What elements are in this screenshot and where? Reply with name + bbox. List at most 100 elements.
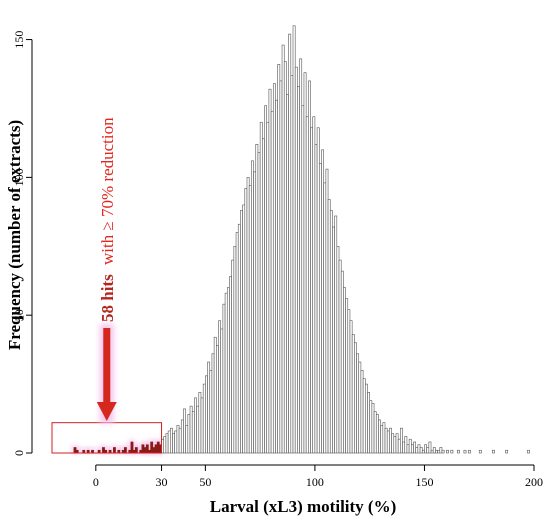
- x-axis-label: Larval (xL3) motility (%): [210, 497, 397, 516]
- histogram-bar: [417, 444, 421, 454]
- histogram-bar: [251, 160, 254, 454]
- highlight-bar: [130, 441, 134, 454]
- annotation-hits: 58 hits: [98, 274, 117, 322]
- x-tick-label: 50: [199, 475, 211, 489]
- histogram-bar: [224, 292, 228, 454]
- histogram-bar: [288, 33, 292, 454]
- histogram-bar: [202, 383, 206, 454]
- histogram-bar: [290, 75, 294, 454]
- histogram-bar: [316, 127, 320, 454]
- histogram-bar: [375, 414, 379, 454]
- histogram-bar: [345, 298, 349, 454]
- histogram-bar: [216, 345, 219, 454]
- histogram-bar: [404, 436, 408, 454]
- highlight-bar: [156, 441, 160, 454]
- histogram-bar: [259, 121, 263, 454]
- histogram-bar: [492, 449, 495, 454]
- histogram-bar: [406, 444, 410, 454]
- histogram-bar: [174, 430, 178, 454]
- histogram-bar: [286, 94, 289, 454]
- y-ticks: 0 50 100 150: [12, 31, 32, 456]
- histogram-bar: [338, 259, 342, 454]
- histogram-bar: [323, 182, 327, 454]
- x-tick-label: 0: [93, 475, 99, 489]
- histogram-bar: [391, 433, 395, 454]
- histogram-bar: [402, 441, 406, 454]
- histogram-bar: [356, 353, 360, 454]
- histogram-bar: [170, 427, 173, 454]
- histogram-bar: [478, 449, 482, 454]
- highlight-bar: [102, 447, 105, 454]
- histogram-bar: [279, 80, 283, 454]
- histogram-bar: [430, 449, 434, 454]
- histogram-bar: [380, 425, 384, 454]
- histogram-bar: [183, 408, 186, 454]
- histogram-bar: [360, 370, 364, 454]
- highlight-bar: [73, 447, 77, 454]
- histogram-bar: [176, 425, 180, 454]
- histogram-bar: [347, 309, 351, 454]
- histogram-bar: [233, 245, 237, 454]
- histogram-bar: [167, 430, 171, 454]
- histogram-bar: [231, 259, 235, 454]
- x-axis: 0 30 50 100 150 200: [93, 464, 543, 489]
- histogram-bar: [220, 328, 224, 454]
- y-axis: 0 50 100 150: [12, 31, 33, 456]
- x-tick-label: 100: [306, 475, 324, 489]
- histogram-bar: [351, 334, 355, 454]
- histogram-bar: [218, 320, 222, 454]
- histogram-bar: [400, 427, 403, 454]
- histogram-bar: [235, 232, 239, 454]
- y-tick-label: 0: [12, 450, 26, 456]
- histogram-bar: [255, 144, 259, 454]
- histogram-bar: [378, 419, 381, 454]
- histogram-bar: [240, 210, 243, 454]
- x-tick-label: 150: [415, 475, 433, 489]
- histogram-bar: [389, 427, 392, 454]
- histogram-bar: [413, 441, 416, 454]
- histogram-bar: [213, 336, 217, 454]
- histogram-bar: [253, 171, 257, 454]
- histogram-bar: [450, 449, 454, 454]
- histogram-bar: [222, 303, 226, 454]
- histogram-bar: [321, 149, 324, 454]
- annotation: 58 hits with ≥ 70% reduction: [96, 117, 117, 423]
- highlight-bar: [143, 447, 147, 454]
- histogram-bar: [505, 449, 509, 454]
- histogram-bar: [229, 276, 232, 454]
- histogram-bar: [457, 449, 460, 454]
- histogram-bar: [189, 405, 193, 454]
- histogram-bar: [358, 361, 362, 454]
- histogram-bar: [369, 400, 373, 454]
- histogram-bar: [268, 88, 272, 454]
- histogram-bar: [196, 405, 200, 454]
- histogram-bar: [264, 105, 268, 454]
- annotation-reduction: with ≥ 70% reduction: [98, 117, 117, 265]
- histogram-bar: [275, 99, 278, 454]
- histogram-bar: [277, 64, 281, 454]
- histogram-bar: [467, 449, 471, 454]
- histogram-bar: [397, 438, 401, 454]
- histogram-bar: [441, 449, 445, 454]
- histogram-bar: [424, 444, 427, 454]
- annotation-arrow-head: [96, 402, 117, 421]
- histogram-bar: [163, 436, 167, 454]
- histogram-bar: [362, 378, 366, 454]
- histogram-bar: [207, 361, 211, 454]
- histogram-bar: [301, 105, 305, 454]
- histogram-bar: [194, 397, 197, 454]
- histogram-bar: [336, 245, 340, 454]
- histogram-bar: [421, 449, 425, 454]
- histogram-bar: [411, 444, 414, 454]
- histogram-bar: [283, 61, 287, 454]
- histogram-bar: [432, 447, 436, 454]
- histogram-bar: [305, 116, 309, 454]
- histogram-bar: [187, 414, 191, 454]
- histogram-bar: [437, 449, 441, 454]
- histogram-bar: [178, 427, 182, 454]
- histogram-bar: [244, 188, 248, 454]
- histogram-bar: [310, 127, 314, 454]
- highlight-bar: [150, 441, 154, 454]
- histogram-bar: [270, 110, 274, 454]
- histogram-bar: [226, 287, 230, 454]
